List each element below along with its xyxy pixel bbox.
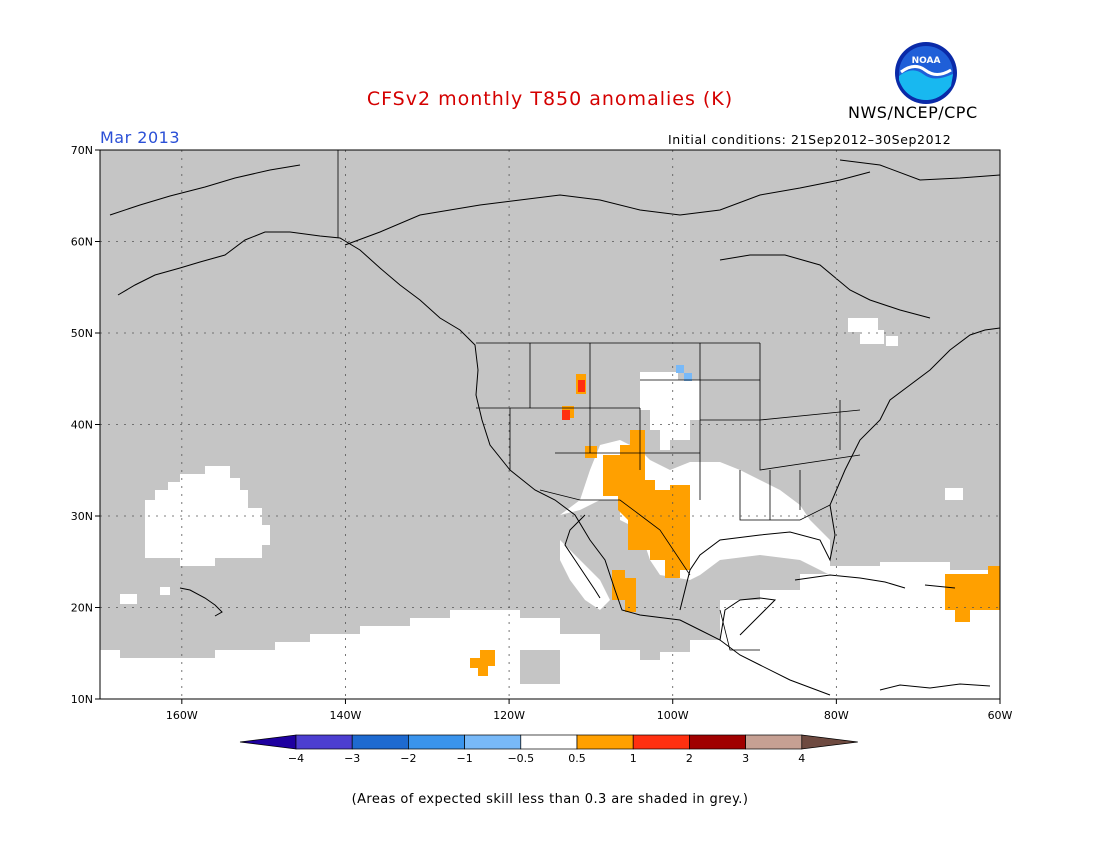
colorbar-label: −1 <box>456 752 472 765</box>
colorbar-swatch <box>632 734 690 750</box>
lat-tick-label: 10N <box>71 693 93 706</box>
colorbar-label: 4 <box>798 752 805 765</box>
colorbar-label: 2 <box>686 752 693 765</box>
lon-tick-label: 80W <box>824 709 849 722</box>
colorbar-swatch <box>464 734 522 750</box>
colorbar-swatch <box>408 734 465 750</box>
colorbar-label: 0.5 <box>568 752 586 765</box>
lon-tick-label: 160W <box>166 709 198 722</box>
latitude-axis: 70N 60N 50N 40N 30N 20N 10N <box>71 144 100 706</box>
longitude-axis: 160W 140W 120W 100W 80W 60W <box>166 699 1013 722</box>
lon-tick-label: 60W <box>988 709 1013 722</box>
lat-tick-label: 20N <box>71 602 93 615</box>
colorbar-swatch <box>520 734 578 750</box>
colorbar-label: −0.5 <box>507 752 534 765</box>
colorbar-swatch <box>295 734 353 750</box>
political-boundaries <box>337 150 861 651</box>
strong-warm-anomaly-areas <box>562 380 585 420</box>
lat-tick-label: 50N <box>71 327 93 340</box>
lat-tick-label: 70N <box>71 144 93 157</box>
noaa-logo-icon: NOAA <box>895 42 957 104</box>
cool-anomaly-areas <box>676 365 692 381</box>
forecast-month: Mar 2013 <box>100 128 180 147</box>
lon-tick-label: 100W <box>657 709 689 722</box>
colorbar-swatch <box>689 734 746 750</box>
lat-tick-label: 60N <box>71 236 93 249</box>
lon-tick-label: 140W <box>330 709 362 722</box>
colorbar-label: −2 <box>400 752 416 765</box>
chart-title: CFSv2 monthly T850 anomalies (K) <box>366 88 734 110</box>
colorbar-high-extension <box>801 734 858 750</box>
colorbar-swatch <box>576 734 634 750</box>
colorbar-swatch <box>351 734 409 750</box>
lat-tick-label: 30N <box>71 510 93 523</box>
skill-mask-white <box>100 318 1000 699</box>
colorbar-label: 1 <box>630 752 637 765</box>
graticule <box>100 150 1000 699</box>
footnote: (Areas of expected skill less than 0.3 a… <box>351 792 749 807</box>
lat-tick-label: 40N <box>71 419 93 432</box>
colorbar-label: 3 <box>742 752 749 765</box>
lon-tick-label: 120W <box>493 709 525 722</box>
initial-conditions: Initial conditions: 21Sep2012–30Sep2012 <box>668 132 952 147</box>
colorbar-label: −4 <box>288 752 304 765</box>
colorbar-swatch <box>745 734 803 750</box>
colorbar-label: −3 <box>344 752 360 765</box>
svg-text:NOAA: NOAA <box>912 56 941 66</box>
coastlines <box>109 159 1000 696</box>
organization-label: NWS/NCEP/CPC <box>848 103 978 122</box>
colorbar-low-extension <box>239 734 297 750</box>
